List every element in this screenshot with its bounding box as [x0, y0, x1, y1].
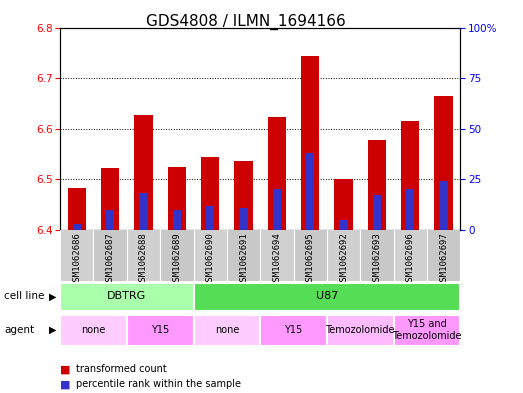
Bar — [94, 230, 127, 281]
Text: GSM1062691: GSM1062691 — [239, 232, 248, 286]
Bar — [73, 224, 81, 230]
Text: DBTRG: DBTRG — [107, 292, 146, 301]
Text: none: none — [214, 325, 239, 335]
Bar — [101, 168, 119, 230]
Bar — [394, 315, 460, 346]
Text: transformed count: transformed count — [76, 364, 167, 375]
Text: ■: ■ — [60, 379, 71, 389]
Text: percentile rank within the sample: percentile rank within the sample — [76, 379, 241, 389]
Text: GSM1062686: GSM1062686 — [72, 232, 81, 286]
Bar — [368, 140, 386, 230]
Text: GSM1062688: GSM1062688 — [139, 232, 148, 286]
Bar — [201, 156, 219, 230]
Bar — [60, 315, 127, 346]
Bar — [139, 193, 147, 230]
Bar — [260, 315, 327, 346]
Text: U87: U87 — [316, 292, 338, 301]
Text: ▶: ▶ — [49, 292, 56, 301]
Bar — [260, 230, 293, 281]
Bar — [360, 230, 393, 281]
Text: GSM1062687: GSM1062687 — [106, 232, 115, 286]
Text: cell line: cell line — [4, 292, 44, 301]
Bar — [394, 230, 427, 281]
Text: GSM1062692: GSM1062692 — [339, 232, 348, 286]
Text: GSM1062689: GSM1062689 — [173, 232, 181, 286]
Bar — [194, 230, 227, 281]
Text: Y15: Y15 — [151, 325, 169, 335]
Bar — [301, 56, 320, 230]
Bar — [373, 195, 381, 230]
Bar — [339, 220, 348, 230]
Bar — [173, 210, 181, 230]
Bar — [234, 161, 253, 230]
Bar — [327, 230, 360, 281]
Bar — [106, 210, 115, 230]
Bar — [60, 283, 194, 311]
Bar — [293, 230, 327, 281]
Bar — [272, 189, 281, 230]
Bar — [406, 189, 414, 230]
Bar — [439, 181, 448, 230]
Text: GSM1062693: GSM1062693 — [372, 232, 381, 286]
Bar — [334, 179, 353, 230]
Bar — [194, 315, 260, 346]
Bar — [240, 208, 248, 230]
Text: ■: ■ — [60, 364, 71, 375]
Text: GSM1062697: GSM1062697 — [439, 232, 448, 286]
Bar — [127, 315, 194, 346]
Text: GSM1062695: GSM1062695 — [306, 232, 315, 286]
Bar — [194, 283, 460, 311]
Bar — [435, 96, 453, 230]
Bar — [401, 121, 419, 230]
Bar — [168, 167, 186, 230]
Text: GSM1062694: GSM1062694 — [272, 232, 281, 286]
Bar — [127, 230, 160, 281]
Text: agent: agent — [4, 325, 35, 335]
Text: Temozolomide: Temozolomide — [325, 325, 395, 335]
Bar — [327, 315, 393, 346]
Bar — [427, 230, 460, 281]
Text: Y15 and
Temozolomide: Y15 and Temozolomide — [392, 319, 462, 341]
Bar — [268, 117, 286, 230]
Bar — [60, 230, 94, 281]
Text: ▶: ▶ — [49, 325, 56, 335]
Text: GSM1062690: GSM1062690 — [206, 232, 214, 286]
Bar — [160, 230, 194, 281]
Bar — [134, 115, 153, 230]
Bar — [206, 206, 214, 230]
Text: GDS4808 / ILMN_1694166: GDS4808 / ILMN_1694166 — [146, 14, 346, 30]
Text: none: none — [81, 325, 106, 335]
Bar — [306, 153, 314, 230]
Bar — [67, 188, 86, 230]
Text: GSM1062696: GSM1062696 — [406, 232, 415, 286]
Text: Y15: Y15 — [285, 325, 303, 335]
Bar — [227, 230, 260, 281]
